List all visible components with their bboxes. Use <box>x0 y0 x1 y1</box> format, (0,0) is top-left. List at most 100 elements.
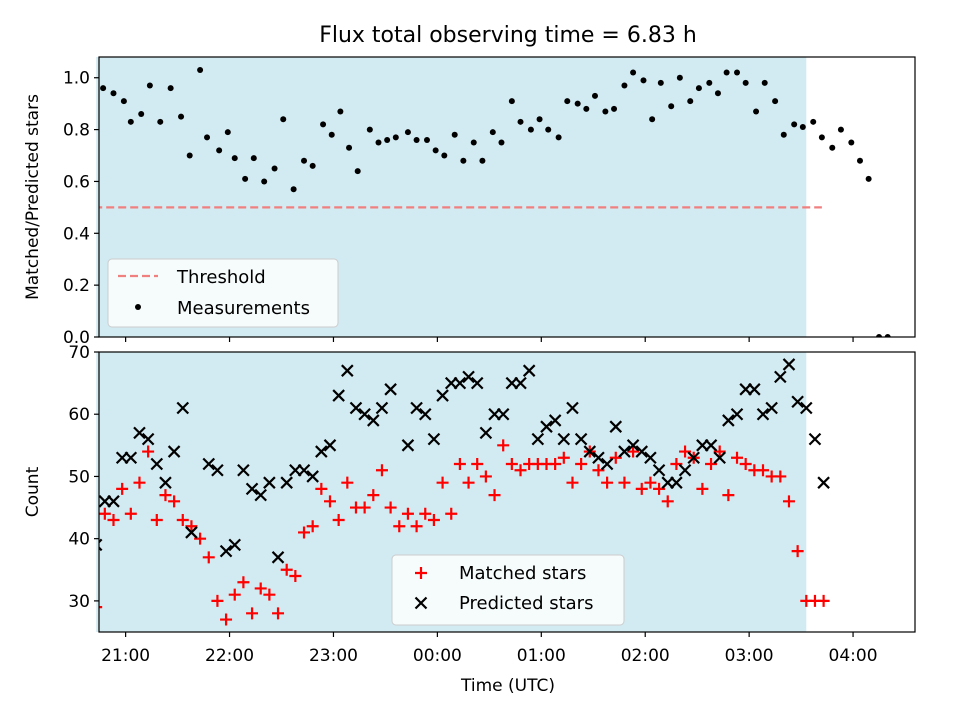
data-layer <box>99 66 891 337</box>
predicted-star-point <box>453 376 467 390</box>
matched-star-point <box>332 514 345 526</box>
measurement-point <box>301 157 308 164</box>
predicted-star-point <box>375 401 389 415</box>
x-tick-label: 23:00 <box>309 646 358 666</box>
matched-star-point <box>367 489 380 502</box>
measurement-point <box>441 152 448 159</box>
matched-star-point <box>488 489 501 502</box>
matched-star-point <box>194 532 207 545</box>
matched-star-point <box>220 613 233 626</box>
measurement-point <box>337 108 344 115</box>
measurement-point <box>197 66 204 73</box>
predicted-star-point <box>141 432 155 446</box>
predicted-star-point <box>219 544 233 558</box>
y-tick-label: 40 <box>68 530 90 550</box>
predicted-star-point <box>557 432 571 446</box>
measurement-point <box>695 85 702 92</box>
legend-matched-label: Matched stars <box>459 563 586 584</box>
measurement-point <box>564 98 571 105</box>
predicted-star-point <box>730 407 744 421</box>
measurement-point <box>451 131 458 138</box>
matched-star-point <box>272 607 285 620</box>
y-axis-label: Count <box>23 466 43 517</box>
measurement-point <box>127 118 134 125</box>
matched-star-point <box>549 458 562 470</box>
x-axis-label: Time (UTC) <box>460 676 555 696</box>
matched-star-point <box>696 482 709 495</box>
y-tick-label: 0.4 <box>63 224 90 244</box>
measurement-point <box>120 98 127 105</box>
predicted-star-point <box>306 470 319 483</box>
matched-star-point <box>705 458 718 470</box>
matched-star-point <box>401 507 414 520</box>
matched-star-point <box>82 576 94 588</box>
y-tick-label: 1.0 <box>63 69 90 89</box>
matched-star-point <box>358 501 371 514</box>
y-tick-label: 30 <box>68 592 90 612</box>
matched-star-point <box>731 451 744 464</box>
measurement-point <box>271 165 278 172</box>
measurement-point <box>818 134 825 141</box>
predicted-star-point <box>531 432 545 446</box>
x-tick-label: 21:00 <box>101 646 150 666</box>
matched-star-point <box>99 606 103 609</box>
count-panel: 30 40 50 60 70 21:00 22:00 23:00 00:00 01:00 02:00… <box>23 343 916 696</box>
measurement-point <box>366 126 373 133</box>
measurement-point <box>423 136 430 143</box>
measurement-point <box>876 334 883 337</box>
matched-star-point <box>462 476 475 489</box>
predicted-star-point <box>496 407 510 421</box>
predicted-star-point <box>583 445 597 458</box>
predicted-star-point <box>687 451 700 465</box>
y-tick-label: 0.0 <box>63 328 90 348</box>
predicted-star-point <box>791 395 804 409</box>
predicted-star-point <box>176 401 190 415</box>
measurement-point <box>242 175 249 182</box>
matched-star-point <box>315 482 328 495</box>
measurement-point <box>404 129 411 136</box>
matched-star-point <box>306 520 319 533</box>
measurement-point <box>657 79 664 86</box>
measurement-point <box>413 136 420 143</box>
predicted-star-point <box>548 414 562 427</box>
y-tick-label: 60 <box>68 405 90 425</box>
measurement-point <box>837 126 844 133</box>
predicted-star-point <box>782 358 796 371</box>
matched-star-point <box>133 476 146 489</box>
predicted-star-point <box>341 364 354 377</box>
legend-measurements-label: Measurements <box>177 298 310 319</box>
predicted-star-point <box>817 476 830 489</box>
matched-star-point <box>384 501 397 514</box>
predicted-star-point <box>722 414 735 427</box>
predicted-star-point <box>99 538 103 552</box>
matched-star-point <box>107 514 120 526</box>
matched-star-point <box>575 458 588 470</box>
predicted-star-point <box>427 432 441 446</box>
measurement-point <box>583 105 590 112</box>
matched-star-point <box>159 489 172 502</box>
measurement-point <box>649 116 656 123</box>
predicted-star-point <box>600 457 614 471</box>
x-tick-label: 00:00 <box>413 646 462 666</box>
y-axis-label: Matched/Predicted stars <box>23 94 43 300</box>
predicted-star-point <box>670 476 683 489</box>
matched-star-point <box>237 576 250 589</box>
predicted-star-point <box>800 401 813 415</box>
axes-frame <box>98 351 916 633</box>
y-tick-label: 0.2 <box>63 276 90 296</box>
legend-threshold-label: Threshold <box>176 267 266 288</box>
predicted-star-point <box>635 445 649 458</box>
measurement-point <box>742 79 749 86</box>
matched-star-point <box>280 563 293 576</box>
matched-star-point <box>393 520 406 533</box>
predicted-star-point <box>470 376 484 390</box>
predicted-star-point <box>349 401 363 415</box>
measurement-point <box>508 98 515 105</box>
measurement-point <box>640 77 647 84</box>
predicted-star-point <box>644 451 657 465</box>
matched-star-point <box>661 495 674 508</box>
predicted-star-point <box>756 407 770 421</box>
matched-star-point <box>150 514 163 526</box>
measurement-point <box>856 157 863 164</box>
predicted-star-point <box>384 383 397 396</box>
